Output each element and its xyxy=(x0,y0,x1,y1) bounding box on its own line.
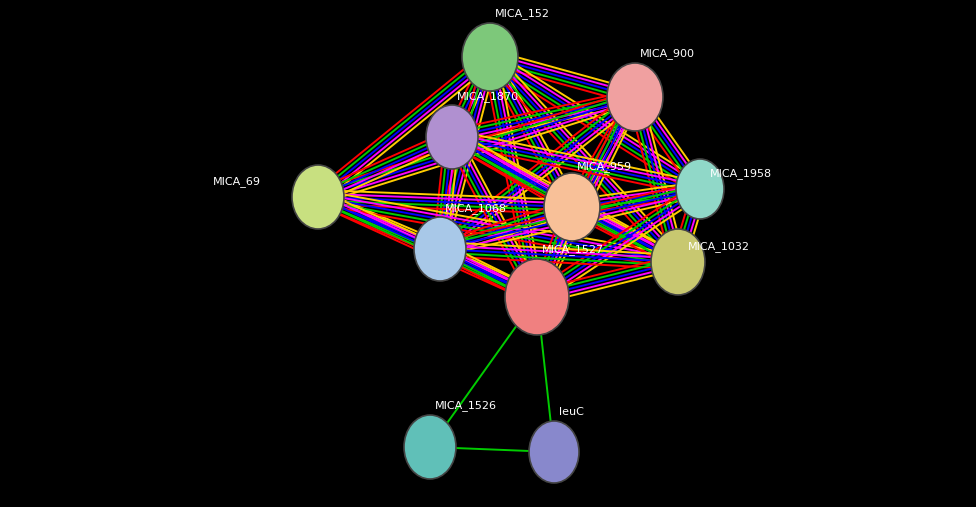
Text: MICA_1870: MICA_1870 xyxy=(457,91,519,102)
Ellipse shape xyxy=(676,159,724,219)
Ellipse shape xyxy=(607,63,663,131)
Text: MICA_959: MICA_959 xyxy=(577,161,632,172)
Ellipse shape xyxy=(651,229,705,295)
Text: MICA_69: MICA_69 xyxy=(213,176,261,187)
Text: MICA_1068: MICA_1068 xyxy=(445,203,507,214)
Ellipse shape xyxy=(529,421,579,483)
Ellipse shape xyxy=(292,165,344,229)
Text: leuC: leuC xyxy=(559,407,584,417)
Text: MICA_152: MICA_152 xyxy=(495,8,550,19)
Text: MICA_1526: MICA_1526 xyxy=(435,400,497,411)
Text: MICA_900: MICA_900 xyxy=(640,48,695,59)
Ellipse shape xyxy=(426,105,478,169)
Text: MICA_1032: MICA_1032 xyxy=(688,241,750,252)
Text: MICA_1527: MICA_1527 xyxy=(542,244,604,255)
Ellipse shape xyxy=(462,23,518,91)
Ellipse shape xyxy=(544,173,600,241)
Text: MICA_1958: MICA_1958 xyxy=(710,168,772,179)
Ellipse shape xyxy=(414,217,466,281)
Ellipse shape xyxy=(505,259,569,335)
Ellipse shape xyxy=(404,415,456,479)
